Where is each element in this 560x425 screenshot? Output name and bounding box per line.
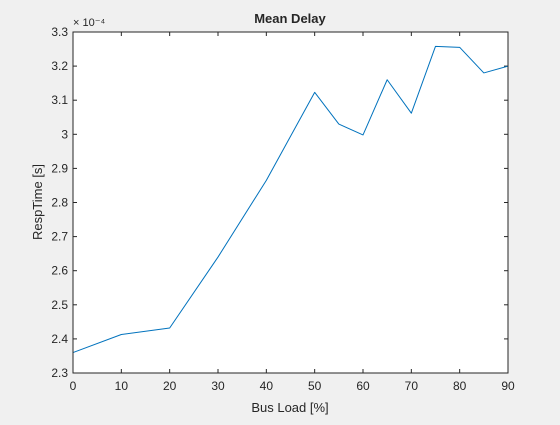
y-tick-label: 2.9 bbox=[51, 161, 68, 175]
series-line bbox=[72, 45, 509, 354]
plot-area bbox=[73, 32, 508, 373]
x-tick-label: 10 bbox=[115, 379, 129, 393]
x-axis-label: Bus Load [%] bbox=[251, 400, 328, 415]
y-tick-label: 3.2 bbox=[51, 59, 68, 73]
x-tick-label: 50 bbox=[308, 379, 322, 393]
chart-title: Mean Delay bbox=[254, 11, 326, 26]
x-tick-label: 90 bbox=[501, 379, 515, 393]
x-tick-label: 40 bbox=[260, 379, 274, 393]
x-tick-label: 80 bbox=[453, 379, 467, 393]
y-tick-label: 2.7 bbox=[51, 230, 68, 244]
axes-box bbox=[72, 31, 509, 374]
x-tick-label: 20 bbox=[163, 379, 177, 393]
y-tick-label: 3.3 bbox=[51, 25, 68, 39]
y-axis-label: RespTime [s] bbox=[30, 164, 45, 240]
x-tick-label: 60 bbox=[356, 379, 370, 393]
y-tick-label: 3.1 bbox=[51, 93, 68, 107]
ticks-layer: 0 10 20 30 40 50 60 70 80 90 2.3 2.4 2.5 2.6 2.7 2.8 2.9… bbox=[51, 25, 515, 393]
y-tick-label: 2.6 bbox=[51, 264, 68, 278]
y-axis-exponent-label: × 10⁻⁴ bbox=[73, 17, 106, 29]
x-tick-label: 30 bbox=[211, 379, 225, 393]
y-tick-label: 2.4 bbox=[51, 332, 68, 346]
x-tick-label: 0 bbox=[70, 379, 77, 393]
y-tick-label: 2.5 bbox=[51, 298, 68, 312]
x-tick-label: 70 bbox=[405, 379, 419, 393]
y-tick-label: 3 bbox=[61, 127, 68, 141]
series-layer bbox=[72, 45, 509, 354]
y-tick-label: 2.3 bbox=[51, 366, 68, 380]
y-tick-label: 2.8 bbox=[51, 196, 68, 210]
